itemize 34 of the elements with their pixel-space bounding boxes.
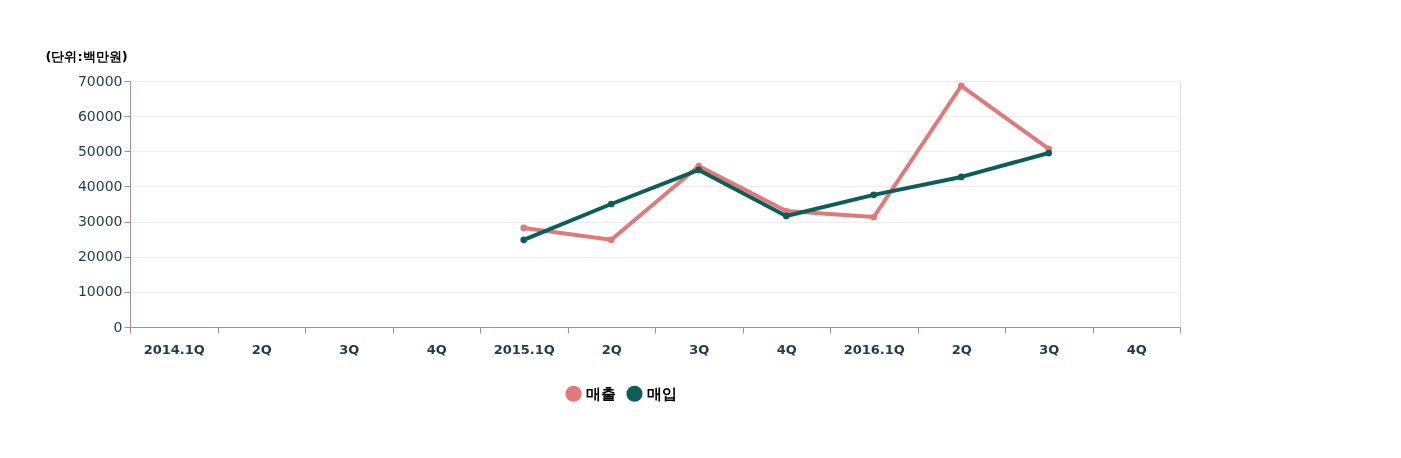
x-tick-label: 3Q [689, 341, 710, 357]
y-tick-label: 50000 [77, 142, 123, 159]
point [870, 213, 878, 221]
x-tick-label: 2Q [601, 341, 622, 357]
point [782, 212, 790, 220]
point [520, 224, 528, 232]
y-tick-label: 0 [113, 318, 123, 335]
x-tick-label: 3Q [1039, 341, 1060, 357]
point [607, 236, 615, 244]
x-tick-label: 2016.1Q [843, 341, 905, 357]
point [870, 191, 878, 199]
y-tick-label: 40000 [77, 177, 123, 194]
point [695, 166, 703, 174]
x-tick-label: 2014.1Q [143, 341, 205, 357]
y-tick-label: 20000 [77, 248, 123, 265]
legend-label: 매입 [647, 384, 677, 403]
point [957, 173, 965, 181]
point [1045, 149, 1053, 157]
y-tick-label: 70000 [77, 72, 123, 89]
x-tick-label: 2015.1Q [493, 341, 555, 357]
point [607, 200, 615, 208]
x-tick-label: 4Q [776, 341, 797, 357]
point [520, 236, 528, 244]
y-tick-label: 60000 [77, 107, 123, 124]
y-tick-label: 30000 [77, 213, 123, 230]
x-tick-label: 3Q [339, 341, 360, 357]
x-tick-label: 4Q [426, 341, 447, 357]
x-tick-label: 2Q [251, 341, 272, 357]
x-tick-label: 2Q [951, 341, 972, 357]
point [957, 82, 965, 90]
x-tick-label: 4Q [1126, 341, 1147, 357]
y-tick-label: 10000 [77, 283, 123, 300]
y-axis-title: (단위:백만원) [45, 48, 128, 64]
legend-label: 매출 [586, 384, 616, 403]
